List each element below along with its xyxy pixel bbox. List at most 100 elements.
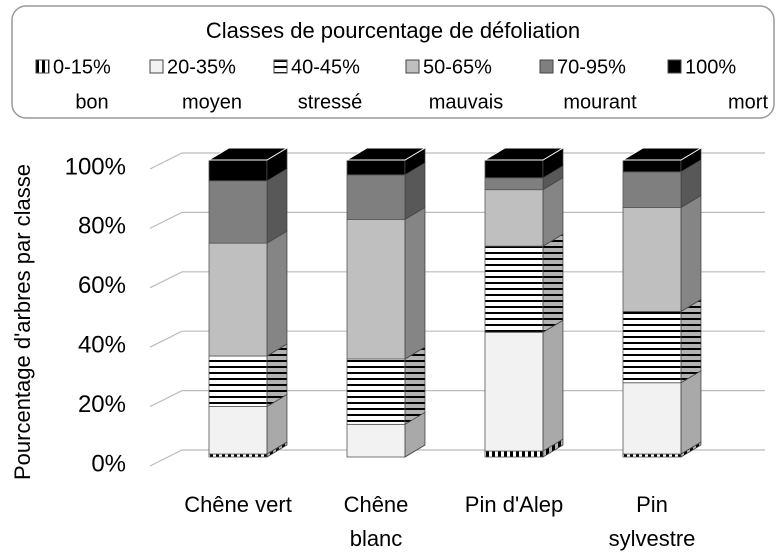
bar-segment xyxy=(345,147,427,176)
bar-side-shade xyxy=(681,148,701,172)
bar-front xyxy=(484,450,544,458)
bar-side-shade xyxy=(681,159,701,208)
bar-side-shade xyxy=(681,370,701,455)
grid-line xyxy=(149,330,765,348)
legend-label: 100% xyxy=(685,56,736,78)
bar-side-shade xyxy=(267,344,287,407)
bar-segment xyxy=(346,162,426,221)
x-tick-label: Chêne blanc xyxy=(343,492,409,551)
legend-box xyxy=(11,5,775,119)
bar-front xyxy=(346,358,406,425)
bar-front xyxy=(622,311,682,384)
legend-sublabel: mourant xyxy=(563,91,637,113)
bar-side-shade xyxy=(681,195,701,312)
bar-front xyxy=(208,180,268,244)
legend-label: 20-35% xyxy=(167,56,236,78)
bar-front xyxy=(622,453,682,458)
bar-side-shade xyxy=(543,320,563,452)
bar-front xyxy=(484,159,544,179)
legend-sublabel: stressé xyxy=(298,91,362,113)
bar-front xyxy=(484,331,544,452)
legend-sublabel: mauvais xyxy=(429,91,503,113)
bar-side-shade xyxy=(405,412,425,457)
bar-side-shade xyxy=(405,346,425,425)
grid-line xyxy=(149,390,765,408)
grid-line xyxy=(149,449,765,467)
bar-side-shade xyxy=(543,165,563,190)
bar-side-shade xyxy=(543,234,563,333)
bar-segment xyxy=(484,319,564,452)
legend-label: 50-65% xyxy=(423,56,492,78)
bar-side-shade xyxy=(543,148,563,178)
bar-top xyxy=(207,147,289,161)
bar-front xyxy=(346,423,406,458)
bar-side-shade xyxy=(543,439,563,457)
bar-segment xyxy=(484,233,564,333)
legend-swatch xyxy=(35,59,50,74)
bar-side-shade xyxy=(267,168,287,244)
bar-side-shade xyxy=(267,394,287,455)
bar-segment xyxy=(346,206,426,360)
bar-segment xyxy=(622,298,702,384)
bar-segment xyxy=(346,411,426,458)
legend-swatch xyxy=(273,59,288,74)
bar-segment xyxy=(208,168,288,244)
legend-sublabel: mort xyxy=(728,91,768,113)
y-tick-label: 60% xyxy=(78,272,126,299)
bar-side-shade xyxy=(681,442,701,457)
bar-front xyxy=(622,207,682,312)
legend-swatch xyxy=(405,59,420,74)
bar-segment xyxy=(621,147,703,173)
bar-top xyxy=(345,147,427,161)
bar-top xyxy=(483,147,565,161)
bar-side-shade xyxy=(543,177,563,247)
legend-title: Classes de pourcentage de défoliation xyxy=(206,18,580,43)
y-tick-label: 40% xyxy=(78,332,126,359)
y-tick-label: 20% xyxy=(78,391,126,418)
y-tick-label: 0% xyxy=(91,450,126,477)
bar-segment xyxy=(208,343,288,408)
legend-label: 0-15% xyxy=(53,56,111,78)
bar-segment xyxy=(208,230,288,357)
bar-front xyxy=(484,177,544,191)
bar-front xyxy=(208,159,268,182)
legend-label: 70-95% xyxy=(557,56,626,78)
bar-front xyxy=(208,355,268,407)
x-tick-label: Chêne vert xyxy=(184,492,292,517)
bar-side-shade xyxy=(267,231,287,357)
legend-swatch xyxy=(667,59,682,74)
legend-label: 40-45% xyxy=(291,56,360,78)
legend-swatch xyxy=(149,59,164,74)
bar-front xyxy=(208,406,268,455)
grid-line xyxy=(149,271,765,289)
legend-sublabel: bon xyxy=(75,91,108,113)
bar-segment xyxy=(622,159,702,209)
bar-front xyxy=(346,174,406,220)
bar-side-shade xyxy=(405,207,425,359)
y-tick-label: 100% xyxy=(65,153,126,180)
bar-segment xyxy=(208,393,288,455)
bar-side-shade xyxy=(267,148,287,181)
bar-segment xyxy=(207,147,289,182)
bar-front xyxy=(484,245,544,333)
bar-side-shade xyxy=(681,299,701,383)
bar-side-shade xyxy=(405,162,425,220)
bar-front xyxy=(622,159,682,173)
bar-front xyxy=(346,159,406,176)
bar-side-shade xyxy=(267,442,287,457)
bar-segment xyxy=(622,370,702,455)
bar-side-shade xyxy=(405,148,425,175)
y-tick-label: 80% xyxy=(78,213,126,240)
bar-top xyxy=(621,147,703,161)
legend-swatch xyxy=(539,59,554,74)
x-tick-label: Pin sylvestre xyxy=(608,492,696,551)
y-axis-label: Pourcentage d'arbres par classe xyxy=(10,164,35,480)
bar-segment xyxy=(484,176,564,247)
bar-segment xyxy=(622,194,702,313)
bar-front xyxy=(484,189,544,247)
bar-front xyxy=(208,453,268,458)
bar-front xyxy=(208,242,268,357)
bar-segment xyxy=(346,346,426,426)
